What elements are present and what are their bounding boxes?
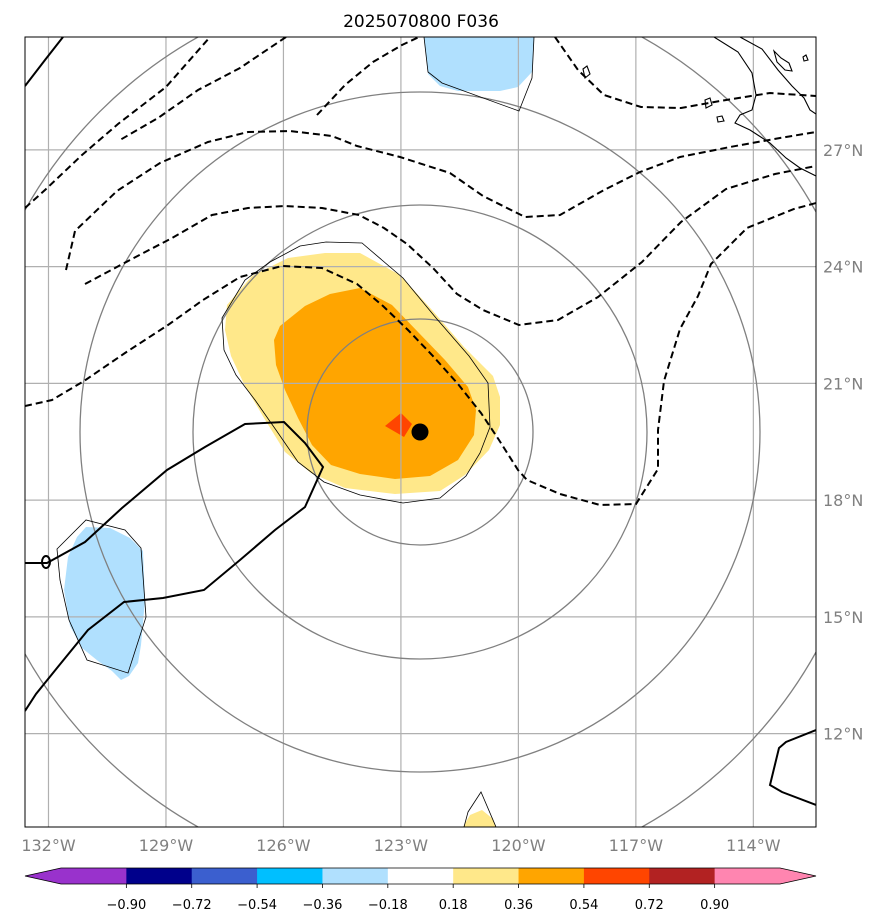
dashed-contour-2 (65, 129, 816, 271)
coastline-mainland (739, 37, 816, 115)
colorbar-tick-label: −0.54 (237, 898, 277, 913)
lon-tick-label: 123°W (374, 836, 429, 855)
thin-contours (56, 37, 535, 827)
thin-contour-north (423, 37, 535, 112)
coastline-island-2 (582, 65, 591, 79)
dashed-contours (25, 37, 816, 507)
lon-tick-label: 120°W (491, 836, 546, 855)
colorbar-segment (191, 868, 258, 884)
lat-tick-label: 15°N (823, 608, 863, 627)
colorbar-extend-high (780, 868, 816, 884)
colorbar: −0.90 −0.72 −0.54 −0.36 −0.18 0.18 0.36 0.54 0.7… (24, 867, 817, 913)
colorbar-segment (453, 868, 520, 884)
colorbar-segment (387, 868, 454, 884)
colorbar-segment (257, 868, 323, 884)
longitude-tick-labels: 132°W 129°W 126°W 123°W 120°W 117°W 114°W (21, 836, 780, 855)
storm-center-marker (411, 423, 429, 441)
lat-tick-label: 27°N (823, 141, 863, 160)
figure-title: 2025070800 F036 (343, 12, 499, 32)
dashed-contour-7 (554, 37, 816, 110)
colorbar-tick-label: 0.18 (439, 898, 468, 913)
range-ring-1 (306, 318, 534, 546)
coastline-baja (713, 37, 816, 177)
fill-blue-north (424, 37, 534, 91)
fill-red-core (385, 413, 412, 437)
lon-tick-label: 132°W (21, 836, 76, 855)
lon-tick-label: 126°W (256, 836, 311, 855)
solid-contour-1 (25, 420, 325, 712)
map-panel (24, 36, 817, 828)
colorbar-tick-label: 0.90 (700, 898, 729, 913)
lat-tick-label: 21°N (823, 374, 863, 393)
bold-contours (25, 37, 816, 806)
colorbar-segment (714, 868, 781, 884)
colorbar-tick-label: 0.72 (635, 898, 664, 913)
dashed-contour-3 (84, 165, 816, 327)
solid-contour-3 (768, 729, 816, 806)
colorbar-segment (518, 868, 585, 884)
lat-tick-label: 24°N (823, 258, 863, 277)
latitude-tick-labels: 12°N 15°N 18°N 21°N 24°N 27°N (823, 141, 863, 744)
fill-yellow-south (463, 810, 496, 827)
coastline (582, 37, 816, 177)
thin-contour-west (56, 519, 147, 674)
colorbar-outline (24, 867, 817, 885)
lat-tick-label: 18°N (823, 491, 863, 510)
fill-blue-west (64, 527, 145, 680)
coastline-island-1 (772, 49, 793, 72)
dashed-contour-4 (25, 37, 211, 209)
colorbar-tick-label: −0.18 (368, 898, 408, 913)
colorbar-extend-low (25, 868, 61, 884)
colorbar-segment (649, 868, 716, 884)
colorbar-segment (583, 868, 650, 884)
colorbar-tick-label: 0.36 (504, 898, 533, 913)
range-rings (25, 37, 816, 827)
lon-tick-label: 129°W (139, 836, 194, 855)
lat-tick-label: 12°N (823, 725, 863, 744)
map-frame (24, 36, 817, 828)
colorbar-segment (322, 868, 389, 884)
dashed-contour-5 (119, 37, 287, 141)
solid-contour-2 (25, 37, 64, 87)
colorbar-segment (126, 868, 193, 884)
range-ring-2 (192, 204, 648, 660)
dashed-contour-1 (25, 202, 816, 507)
colorbar-tick-label: −0.90 (106, 898, 146, 913)
colorbar-tick-label: 0.54 (569, 898, 598, 913)
lon-tick-label: 117°W (609, 836, 664, 855)
coastline-island-5 (802, 54, 809, 62)
dashed-contour-6 (316, 37, 420, 116)
range-ring-3 (79, 91, 761, 773)
coastline-island-4 (716, 115, 725, 123)
colorbar-tick-labels: −0.90 −0.72 −0.54 −0.36 −0.18 0.18 0.36 0.54 0.7… (106, 898, 729, 913)
colorbar-tick-label: −0.72 (172, 898, 212, 913)
colorbar-segments (25, 868, 816, 888)
colorbar-tick-label: −0.36 (303, 898, 343, 913)
lon-tick-label: 114°W (726, 836, 781, 855)
thin-contour-south (463, 791, 497, 827)
solid-contour-small (41, 555, 51, 569)
coastline-island-3 (704, 97, 713, 109)
colorbar-segment (61, 868, 127, 884)
thin-contour-main (221, 241, 491, 504)
